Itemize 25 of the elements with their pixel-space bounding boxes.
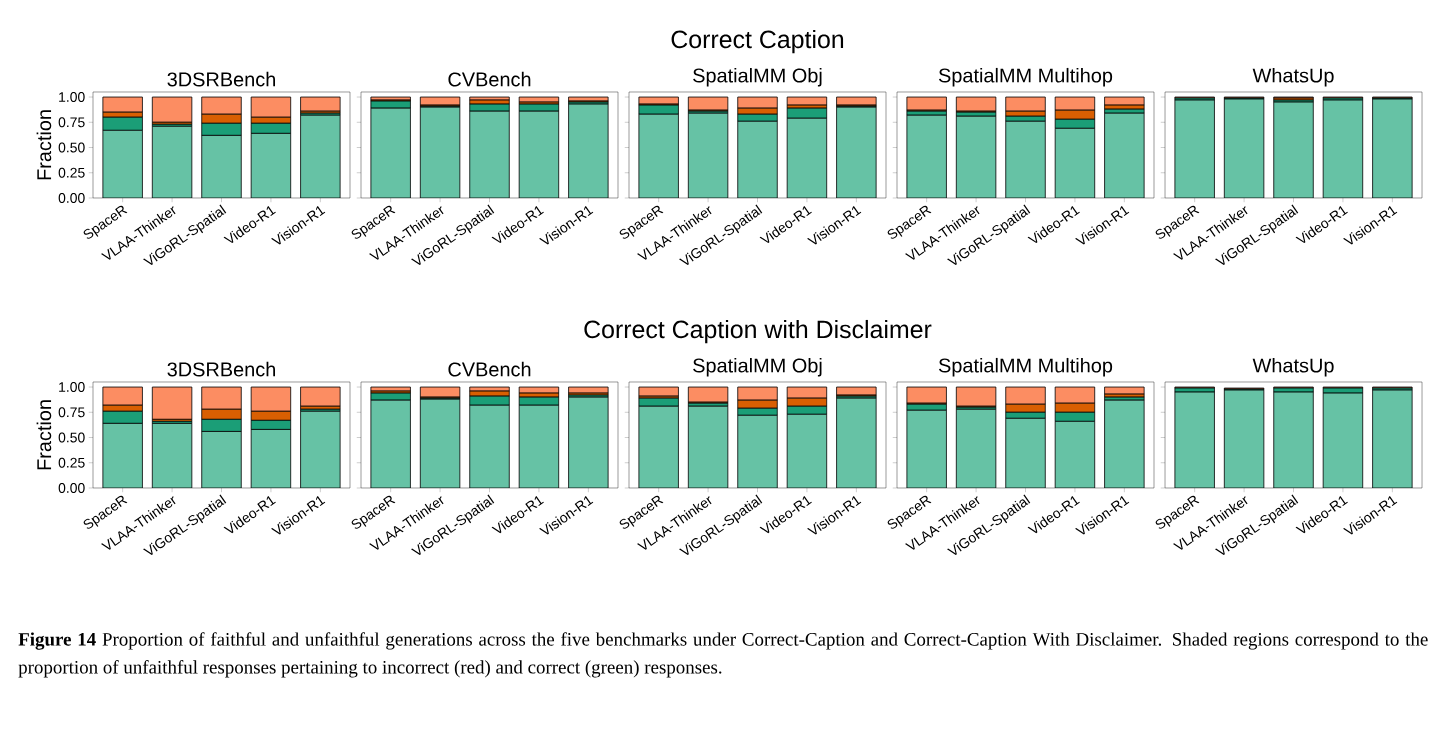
chart-title: 3DSRBench — [167, 361, 276, 377]
y-tick-label: 1.00 — [59, 382, 85, 392]
y-tick-label: 0.25 — [58, 167, 85, 178]
y-tick-label: 0.75 — [58, 117, 85, 128]
chart-title: WhatsUp — [1252, 67, 1334, 87]
chart-title: SpatialMM Obj — [693, 67, 822, 87]
chart-title: SpatialMM Obj — [693, 357, 822, 377]
y-tick-label: 0.00 — [58, 193, 85, 203]
y-tick-label: 1.00 — [59, 92, 85, 102]
y-axis-title: Fraction — [36, 400, 52, 470]
text: Correct Caption — [671, 29, 844, 54]
y-tick-label: 0.50 — [58, 142, 85, 153]
chart-title: WhatsUp — [1252, 357, 1334, 377]
y-tick-label: 0.25 — [58, 457, 85, 468]
text: Figure 14 Proportion of faithful and unfaithful generations across the five benchmarks under Correct-Caption and Correct-Caption With Disclaimer. Shaded regions correspond to the proportion of unfaithful responses pertaining to incorrect (red) and correct (green) responses. — [18, 632, 1428, 678]
text: Correct Caption with Disclaimer — [584, 319, 932, 344]
chart-title: SpatialMM Multihop — [938, 67, 1113, 87]
chart-title: CVBench — [448, 71, 531, 87]
chart-title: SpatialMM Multihop — [938, 357, 1113, 377]
y-tick-label: 0.75 — [58, 407, 85, 418]
y-tick-label: 0.00 — [58, 483, 85, 493]
chart-title: CVBench — [448, 361, 531, 377]
y-tick-label: 0.50 — [58, 432, 85, 443]
y-axis-title: Fraction — [36, 110, 52, 180]
chart-title: 3DSRBench — [167, 71, 276, 87]
